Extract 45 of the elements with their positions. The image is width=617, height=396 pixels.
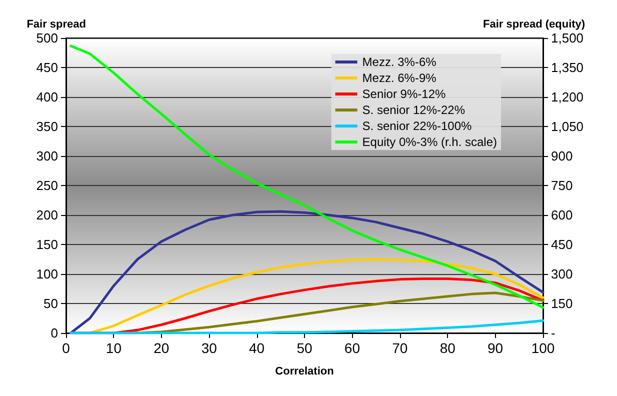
x-tick-label: 60 [344,340,360,356]
y-tick-label: 250 [36,178,58,193]
y2-tick-label: 1,500 [551,30,584,46]
legend-label: Mezz. 3%-6% [362,55,437,69]
x-tick-label: 20 [154,340,170,356]
y-tick-label: 150 [36,237,58,252]
line-series [70,44,544,309]
y2-tick-label: 450 [551,237,573,252]
legend-label: Senior 9%-12% [362,87,446,101]
y2-tick-label: 1,200 [551,90,584,104]
y-tick-label: 200 [36,208,58,222]
y2-tick-label: 1,050 [551,119,584,134]
y-tick-label: 500 [36,30,58,46]
x-tick-label: 80 [440,340,456,356]
y-tick-label: 450 [36,60,58,75]
y2-tick-label: 300 [551,266,573,282]
x-axis-title: Correlation [275,366,334,378]
x-tick-label: 50 [296,340,312,356]
y2-tick-label: - [551,326,556,340]
x-tick-label: 0 [62,340,70,356]
legend-label: S. senior 12%-22% [362,103,466,117]
y-tick-label: 100 [36,266,58,282]
x-tick-label: 90 [488,340,504,356]
x-tick-label: 30 [201,340,218,356]
y2-tick-label: 750 [551,178,573,193]
legend-label: S. senior 22%-100% [362,119,472,133]
x-tick-label: 70 [392,340,408,356]
y2-tick-label: 150 [551,296,573,311]
y-tick-label: 300 [36,148,58,164]
y2-tick-label: 600 [551,208,573,222]
y-tick-label: 400 [36,90,58,104]
y-tick-label: 350 [36,119,58,134]
y-tick-label: 0 [50,326,58,340]
y-tick-label: 50 [44,296,58,311]
x-tick-label: 100 [531,340,555,356]
line-series [70,319,544,334]
legend-label: Mezz. 6%-9% [362,71,437,85]
y2-tick-label: 900 [551,148,573,164]
line-series [70,210,544,334]
x-tick-label: 10 [106,340,122,356]
y2-axis-title: Fair spread (equity) [483,18,586,30]
y-axis-title: Fair spread [26,18,86,30]
legend-label: Equity 0%-3% (r.h. scale) [362,135,498,149]
y2-tick-label: 1,350 [551,60,584,75]
x-tick-label: 40 [249,340,265,356]
